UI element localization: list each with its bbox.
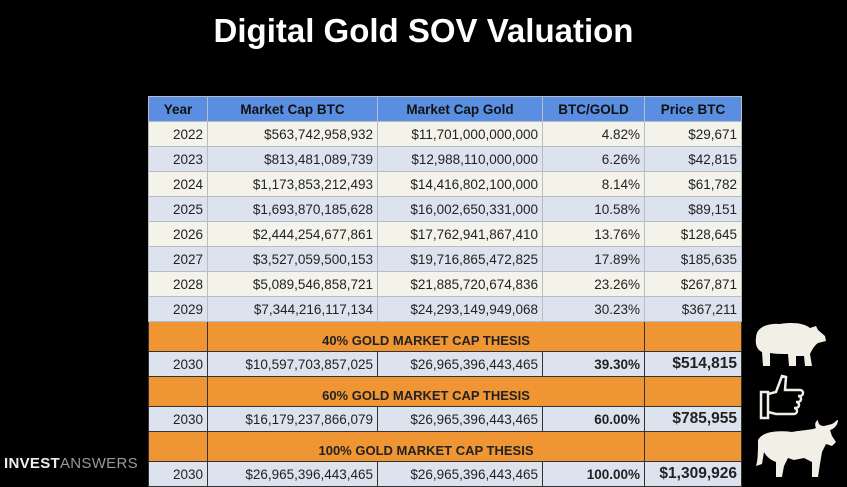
valuation-table: Year Market Cap BTC Market Cap Gold BTC/…: [148, 96, 742, 487]
cell-year: 2023: [148, 146, 208, 172]
thesis-label: 60% GOLD MARKET CAP THESIS: [207, 376, 645, 407]
cell-btc-gold: 17.89%: [542, 246, 645, 272]
cell-price-btc: $514,815: [644, 351, 742, 377]
cell-price-btc: $785,955: [644, 406, 742, 432]
table-row: 2029 $7,344,216,117,134 $24,293,149,949,06…: [148, 296, 742, 322]
cell-btc-gold: 39.30%: [542, 351, 645, 377]
thesis-row: 40% GOLD MARKET CAP THESIS: [148, 321, 742, 352]
cell-price-btc: $128,645: [644, 221, 742, 247]
table-row: 2028 $5,089,546,858,721 $21,885,720,674,83…: [148, 271, 742, 297]
cell-year: 2030: [148, 406, 208, 432]
cell-market-cap-gold: $26,965,396,443,465: [377, 406, 543, 432]
thesis-spacer: [148, 431, 208, 462]
thesis-data-row: 2030 $16,179,237,866,079 $26,965,396,443,4…: [148, 406, 742, 432]
cell-btc-gold: 10.58%: [542, 196, 645, 222]
header-price-btc: Price BTC: [644, 96, 742, 122]
cell-year: 2025: [148, 196, 208, 222]
thesis-spacer: [644, 321, 742, 352]
cell-price-btc: $185,635: [644, 246, 742, 272]
header-market-cap-gold: Market Cap Gold: [377, 96, 543, 122]
table-row: 2023 $813,481,089,739 $12,988,110,000,000 6…: [148, 146, 742, 172]
page-title: Digital Gold SOV Valuation: [213, 12, 634, 49]
cell-btc-gold: 60.00%: [542, 406, 645, 432]
cell-market-cap-btc: $813,481,089,739: [207, 146, 378, 172]
thumbs-up-icon: [759, 374, 805, 420]
table-row: 2022 $563,742,958,932 $11,701,000,000,000 4…: [148, 121, 742, 147]
thesis-spacer: [644, 431, 742, 462]
cell-btc-gold: 23.26%: [542, 271, 645, 297]
cell-market-cap-btc: $5,089,546,858,721: [207, 271, 378, 297]
thesis-row: 100% GOLD MARKET CAP THESIS: [148, 431, 742, 462]
cell-year: 2026: [148, 221, 208, 247]
cell-market-cap-gold: $26,965,396,443,465: [377, 461, 543, 487]
cell-market-cap-btc: $3,527,059,500,153: [207, 246, 378, 272]
cell-year: 2029: [148, 296, 208, 322]
investanswers-logo: INVESTANSWERS: [4, 455, 138, 472]
cell-btc-gold: 30.23%: [542, 296, 645, 322]
thesis-spacer: [644, 376, 742, 407]
table-row: 2025 $1,693,870,185,628 $16,002,650,331,00…: [148, 196, 742, 222]
cell-btc-gold: 100.00%: [542, 461, 645, 487]
thesis-spacer: [148, 376, 208, 407]
thesis-label: 100% GOLD MARKET CAP THESIS: [207, 431, 645, 462]
cell-market-cap-gold: $21,885,720,674,836: [377, 271, 543, 297]
thesis-spacer: [148, 321, 208, 352]
cell-year: 2030: [148, 351, 208, 377]
cell-market-cap-gold: $17,762,941,867,410: [377, 221, 543, 247]
cell-price-btc: $29,671: [644, 121, 742, 147]
cell-price-btc: $267,871: [644, 271, 742, 297]
cell-market-cap-btc: $1,173,853,212,493: [207, 171, 378, 197]
bull-icon: [756, 420, 838, 477]
bear-icon: [755, 323, 826, 366]
cell-market-cap-btc: $1,693,870,185,628: [207, 196, 378, 222]
thesis-data-row: 2030 $10,597,703,857,025 $26,965,396,443,4…: [148, 351, 742, 377]
cell-market-cap-btc: $2,444,254,677,861: [207, 221, 378, 247]
cell-market-cap-btc: $26,965,396,443,465: [207, 461, 378, 487]
table-row: 2027 $3,527,059,500,153 $19,716,865,472,82…: [148, 246, 742, 272]
cell-price-btc: $1,309,926: [644, 461, 742, 487]
cell-year: 2027: [148, 246, 208, 272]
cell-btc-gold: 8.14%: [542, 171, 645, 197]
cell-market-cap-gold: $26,965,396,443,465: [377, 351, 543, 377]
cell-market-cap-gold: $11,701,000,000,000: [377, 121, 543, 147]
cell-btc-gold: 13.76%: [542, 221, 645, 247]
header-year: Year: [148, 96, 208, 122]
thesis-data-row: 2030 $26,965,396,443,465 $26,965,396,443,4…: [148, 461, 742, 487]
cell-price-btc: $61,782: [644, 171, 742, 197]
cell-year: 2028: [148, 271, 208, 297]
cell-btc-gold: 4.82%: [542, 121, 645, 147]
thesis-row: 60% GOLD MARKET CAP THESIS: [148, 376, 742, 407]
header-market-cap-btc: Market Cap BTC: [207, 96, 378, 122]
cell-market-cap-btc: $563,742,958,932: [207, 121, 378, 147]
cell-btc-gold: 6.26%: [542, 146, 645, 172]
cell-market-cap-gold: $19,716,865,472,825: [377, 246, 543, 272]
cell-price-btc: $89,151: [644, 196, 742, 222]
cell-market-cap-gold: $12,988,110,000,000: [377, 146, 543, 172]
cell-market-cap-btc: $16,179,237,866,079: [207, 406, 378, 432]
cell-market-cap-btc: $10,597,703,857,025: [207, 351, 378, 377]
header-btc-gold: BTC/GOLD: [542, 96, 645, 122]
header-row: Year Market Cap BTC Market Cap Gold BTC/…: [148, 96, 742, 122]
cell-year: 2024: [148, 171, 208, 197]
cell-market-cap-gold: $14,416,802,100,000: [377, 171, 543, 197]
cell-year: 2022: [148, 121, 208, 147]
cell-market-cap-gold: $16,002,650,331,000: [377, 196, 543, 222]
cell-market-cap-gold: $24,293,149,949,068: [377, 296, 543, 322]
thesis-label: 40% GOLD MARKET CAP THESIS: [207, 321, 645, 352]
cell-price-btc: $42,815: [644, 146, 742, 172]
cell-year: 2030: [148, 461, 208, 487]
table-row: 2024 $1,173,853,212,493 $14,416,802,100,00…: [148, 171, 742, 197]
cell-market-cap-btc: $7,344,216,117,134: [207, 296, 378, 322]
cell-price-btc: $367,211: [644, 296, 742, 322]
table-row: 2026 $2,444,254,677,861 $17,762,941,867,41…: [148, 221, 742, 247]
